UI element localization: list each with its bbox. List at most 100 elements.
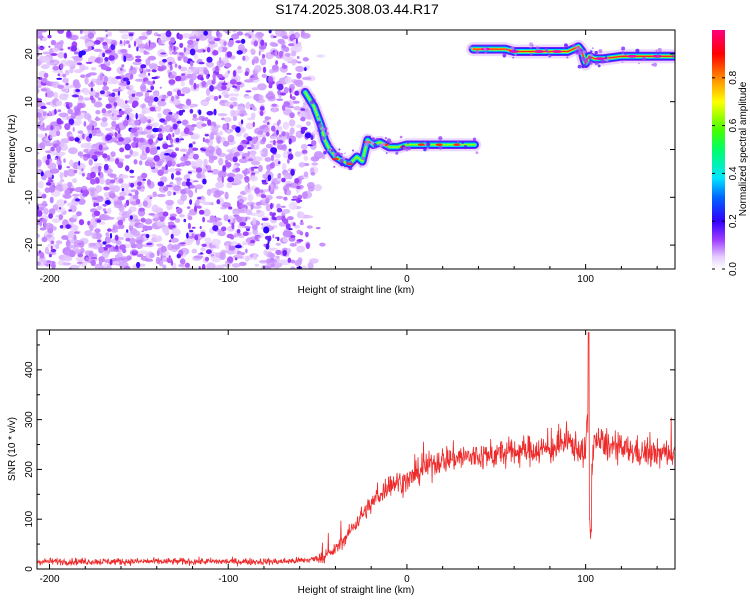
noise-speckle (174, 177, 183, 181)
signal-speck (395, 151, 399, 155)
noise-blob (129, 149, 133, 155)
noise-blob (82, 189, 90, 196)
noise-blob (148, 72, 151, 77)
signal-speck (386, 147, 389, 151)
noise-blob (250, 172, 256, 176)
noise-speckle (77, 130, 84, 134)
noise-blob (227, 176, 235, 183)
noise-blob (209, 85, 214, 92)
noise-speckle (179, 148, 188, 152)
y-tick-label: 400 (24, 361, 35, 378)
noise-blob (272, 234, 275, 239)
noise-speckle (171, 118, 177, 123)
noise-blob (55, 145, 62, 153)
noise-blob (200, 231, 206, 238)
signal-speck (426, 147, 430, 150)
noise-speckle (162, 264, 167, 269)
noise-speckle (208, 95, 216, 100)
noise-blob (161, 166, 166, 171)
noise-blob (212, 225, 219, 232)
signal-speck (564, 43, 568, 47)
noise-speckle (115, 240, 122, 246)
noise-blob (126, 114, 129, 121)
signal-speck (461, 141, 464, 144)
noise-blob (134, 190, 139, 197)
x-tick-label: -200 (40, 574, 60, 585)
noise-blob (130, 73, 134, 80)
noise-blob (48, 186, 56, 193)
noise-speckle (127, 234, 135, 238)
noise-blob (185, 98, 192, 106)
noise-speckle (268, 247, 278, 251)
signal-speck (349, 160, 353, 164)
noise-speckle (319, 242, 326, 247)
noise-speckle (233, 255, 243, 259)
signal-track (298, 39, 675, 171)
noise-blob (189, 61, 194, 67)
colorbar-gradient (712, 30, 725, 269)
noise-blob (110, 44, 116, 51)
noise-speckle (60, 138, 70, 144)
noise-speckle (80, 143, 91, 149)
noise-blob (125, 100, 128, 104)
noise-speckle (42, 51, 51, 55)
noise-speckle (206, 263, 217, 269)
noise-speckle (292, 100, 300, 104)
noise-blob (178, 65, 182, 70)
noise-speckle (252, 217, 257, 226)
noise-blob (276, 129, 279, 136)
noise-blob (140, 64, 147, 69)
noise-speckle (303, 155, 309, 161)
colorbar-tick-label: 0.8 (728, 70, 739, 84)
noise-blob (73, 169, 78, 174)
x-tick-label: -200 (40, 274, 60, 285)
signal-speck (652, 62, 658, 67)
noise-blob (181, 181, 188, 187)
noise-speckle (191, 67, 200, 74)
noise-speckle (124, 107, 133, 113)
noise-blob (89, 95, 94, 101)
noise-blob (118, 137, 125, 142)
noise-speckle (276, 144, 285, 151)
noise-blob (202, 137, 205, 143)
noise-speckle (286, 248, 292, 254)
noise-speckle (174, 168, 182, 172)
noise-speckle (168, 167, 176, 173)
noise-speckle (152, 217, 159, 222)
noise-blob (157, 34, 161, 37)
noise-blob (244, 71, 249, 77)
noise-blob (177, 56, 182, 61)
noise-speckle (294, 259, 302, 267)
noise-blob (69, 250, 76, 258)
noise-blob (299, 221, 304, 226)
noise-blob (234, 85, 237, 89)
noise-speckle (137, 113, 145, 119)
noise-blob (50, 146, 55, 152)
noise-blob (204, 256, 210, 262)
noise-speckle (67, 108, 73, 115)
noise-blob (126, 80, 131, 86)
noise-region (37, 30, 326, 269)
noise-speckle (173, 112, 179, 120)
signal-speck (657, 47, 662, 53)
signal-speck (348, 166, 353, 171)
colorbar-tick-label: 0.6 (728, 118, 739, 132)
noise-blob (281, 177, 286, 183)
noise-blob (77, 141, 81, 144)
noise-blob (304, 67, 307, 72)
noise-speckle (37, 261, 41, 266)
noise-blob (169, 64, 173, 71)
noise-blob (95, 57, 101, 64)
noise-blob (105, 30, 108, 33)
noise-blob (297, 199, 303, 202)
noise-blob (268, 116, 271, 120)
noise-blob (114, 234, 119, 241)
noise-blob (297, 111, 301, 115)
noise-blob (105, 244, 112, 248)
noise-blob (107, 228, 112, 232)
signal-speck (585, 58, 588, 61)
noise-blob (123, 265, 131, 269)
noise-blob (300, 108, 306, 111)
noise-blob (113, 102, 118, 107)
noise-blob (278, 119, 281, 125)
